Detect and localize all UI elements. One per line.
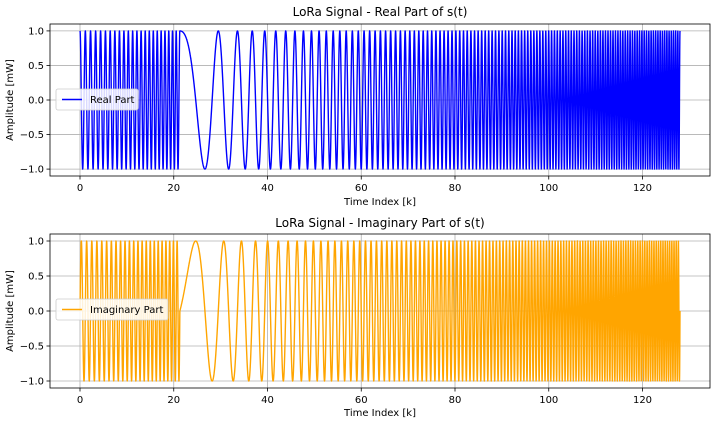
subplot-imag-xtick-label: 40 — [261, 395, 274, 406]
subplot-real-xtick-label: 100 — [539, 183, 558, 194]
subplot-imag-ticks: 0 20 40 60 80 100 120 −1.0 −0.5 0.0 0.5 1.0 — [20, 237, 652, 407]
subplot-real-xtick-label: 120 — [633, 183, 652, 194]
subplot-real-legend: Real Part — [55, 88, 139, 111]
subplot-imag-ytick-label: 0.0 — [28, 307, 44, 318]
subplot-real-legend-label: Real Part — [90, 95, 135, 106]
subplot-real-ylabel: Amplitude [mW] — [5, 59, 16, 141]
subplot-imag-title: LoRa Signal - Imaginary Part of s(t) — [275, 216, 484, 230]
subplot-imag-ytick-label: −0.5 — [20, 342, 44, 353]
subplot-real-ticks: 0 20 40 60 80 100 120 −1.0 −0.5 0.0 0.5 1.0 — [20, 26, 652, 194]
subplot-imag-ylabel: Amplitude [mW] — [5, 270, 16, 352]
subplot-imag-legend-box — [55, 298, 169, 321]
subplot-imag-legend-label: Imaginary Part — [90, 305, 163, 316]
subplot-imag-ytick-label: 1.0 — [28, 237, 44, 248]
subplot-real-xtick-label: 80 — [449, 183, 462, 194]
subplot-real-ytick-label: −0.5 — [20, 130, 44, 141]
subplot-imag-xlabel: Time Index [k] — [343, 408, 416, 419]
subplot-imag: LoRa Signal - Imaginary Part of s(t) 0 20… — [5, 216, 711, 419]
subplot-imag-xtick-label: 120 — [633, 395, 652, 406]
subplot-imag-legend: Imaginary Part — [55, 298, 169, 321]
subplot-real-ytick-label: 1.0 — [28, 26, 44, 37]
subplot-imag-xtick-label: 80 — [449, 395, 462, 406]
subplot-real-xtick-label: 0 — [77, 183, 83, 194]
subplot-imag-xtick-label: 0 — [77, 395, 83, 406]
subplot-imag-signal-line — [79, 240, 681, 382]
subplot-real-signal-line — [79, 30, 681, 170]
subplot-imag-ytick-label: 0.5 — [28, 272, 44, 283]
subplot-imag-signal — [79, 240, 681, 382]
subplot-real-signal — [79, 30, 681, 170]
subplot-real: LoRa Signal - Real Part of s(t) 0 20 40 60 8… — [5, 5, 711, 208]
subplot-real-xtick-label: 60 — [355, 183, 368, 194]
subplot-real-legend-box — [55, 88, 139, 111]
subplot-imag-ytick-label: −1.0 — [20, 377, 44, 388]
subplot-real-ytick-label: 0.0 — [28, 96, 44, 107]
subplot-real-xtick-label: 20 — [167, 183, 180, 194]
subplot-real-ytick-label: −1.0 — [20, 165, 44, 176]
subplot-imag-xtick-label: 20 — [167, 395, 180, 406]
subplot-imag-xtick-label: 60 — [355, 395, 368, 406]
subplot-real-title: LoRa Signal - Real Part of s(t) — [293, 5, 468, 19]
subplot-real-xtick-label: 40 — [261, 183, 274, 194]
subplot-real-ytick-label: 0.5 — [28, 61, 44, 72]
subplot-imag-xtick-label: 100 — [539, 395, 558, 406]
subplot-real-xlabel: Time Index [k] — [343, 197, 416, 208]
